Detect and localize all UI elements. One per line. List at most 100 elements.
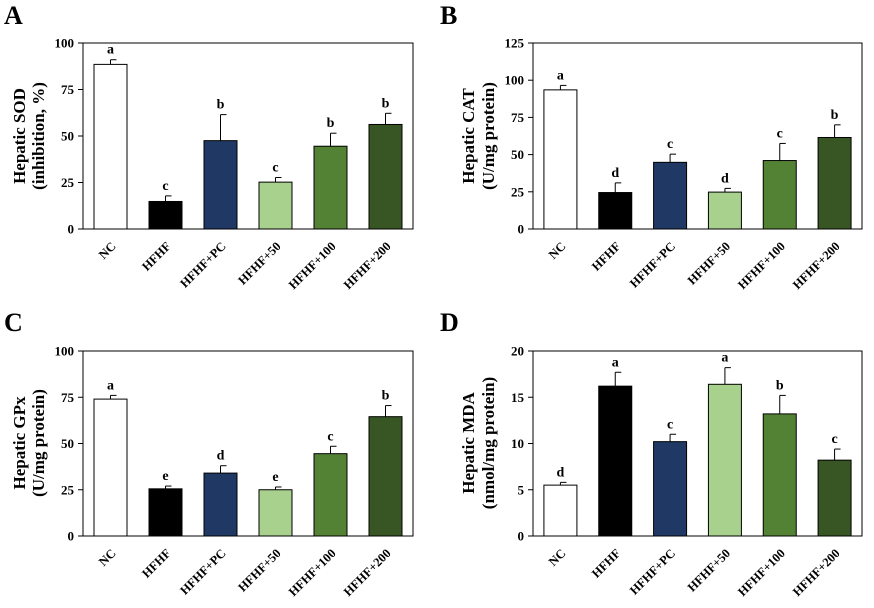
panel-d-plot: 0 5 10 15 20 d NC a HFHF c HFHF+PC a HFHF+50 b HFHF+10…	[511, 344, 863, 599]
panel-c-ytick-label: 75	[61, 390, 75, 405]
panel-d-category-label: HFHF+100	[735, 546, 788, 599]
panel-c-bar	[203, 472, 238, 537]
panel-d-sig-letter: c	[831, 432, 837, 447]
panel-c-category-label: HFHF+50	[235, 546, 283, 594]
panel-c-sig-letter: d	[217, 449, 225, 464]
panel-d-bar	[707, 383, 742, 537]
panel-d-sig-letter: b	[776, 378, 784, 393]
panel-a-category-label: HFHF	[139, 239, 174, 274]
panel-b-ytick-label: 125	[505, 36, 525, 51]
panel-b-bar	[653, 161, 688, 230]
panel-c-sig-letter: a	[107, 378, 114, 393]
panel-b-category-label: HFHF+100	[735, 239, 788, 292]
panel-letter-c: C	[4, 308, 23, 337]
panel-b-category-label: HFHF+50	[685, 239, 733, 287]
panel-d-ytick-label: 20	[511, 344, 524, 359]
panel-d-ytick-label: 0	[518, 529, 525, 544]
panel-c-bar	[258, 489, 293, 537]
panel-a-sig-letter: b	[327, 116, 335, 131]
panel-c-category-label: HFHF+PC	[177, 546, 228, 597]
panel-d-ylabel-line1: Hepatic MDA	[459, 392, 478, 494]
panel-c-category-label: HFHF	[139, 546, 174, 581]
panel-c-sig-letter: e	[162, 469, 168, 484]
panel-d-sig-letter: a	[612, 355, 619, 370]
panel-d-ytick-label: 15	[511, 390, 525, 405]
panel-b-sig-letter: d	[611, 166, 619, 181]
panel-d-category-label: HFHF+200	[790, 546, 843, 599]
panel-a-sig-letter: b	[217, 98, 225, 113]
panel-b-sig-letter: a	[557, 68, 564, 83]
panel-d-sig-letter: d	[557, 465, 565, 480]
panel-a-ylabel-line1: Hepatic SOD	[10, 88, 29, 184]
panel-d-sig-letter: a	[721, 351, 728, 366]
panel-b-ylabel-line1: Hepatic CAT	[459, 88, 478, 184]
panel-c-plot: 0 25 50 75 100 a NC e HFHF d HFHF+PC e HFHF+50 c HFHF+…	[55, 344, 414, 599]
panel-d-bar	[598, 385, 633, 537]
panel-a-ytick-label: 50	[61, 129, 74, 144]
panel-b-bar	[707, 191, 742, 230]
panel-a-ytick-label: 100	[55, 36, 75, 51]
panel-c-sig-letter: e	[272, 470, 278, 485]
panel-d-sig-letter: c	[667, 417, 673, 432]
panel-a-plot: 0 25 50 75 100 a NC c HFHF b HFHF+PC c HFHF+50 b HFHF+…	[55, 36, 414, 292]
panel-d-bar	[543, 484, 578, 537]
panel-c-bar	[313, 453, 348, 537]
panel-a-ytick-label: 0	[68, 222, 75, 237]
panel-b-ytick-label: 50	[511, 147, 524, 162]
panel-b-sig-letter: d	[721, 171, 729, 186]
panel-c-bar	[93, 398, 128, 537]
panel-a-ylabel-line2: (inhibition, %)	[29, 82, 48, 190]
panel-c-bar	[148, 488, 183, 537]
panel-b-bar	[598, 192, 633, 230]
panel-d-category-label: HFHF	[589, 546, 624, 581]
panel-d-bar	[762, 413, 797, 537]
panel-c-ytick-label: 25	[61, 482, 75, 497]
panel-c-category-label: HFHF+100	[286, 546, 339, 599]
panel-d-bar	[817, 459, 852, 537]
panel-d-ylabel-line2: (nmol/mg protein)	[479, 377, 498, 509]
panel-c-category-label: NC	[96, 546, 119, 569]
panel-letter-a: A	[4, 1, 23, 30]
panel-c-bar	[368, 416, 403, 537]
panel-d-bar	[653, 441, 688, 537]
panel-c-ytick-label: 100	[55, 344, 75, 359]
panel-letter-d: D	[440, 308, 459, 337]
panel-c-ylabel-line2: (U/mg protein)	[29, 389, 48, 497]
panel-a-sig-letter: b	[382, 96, 390, 111]
panel-a-bar	[368, 123, 403, 230]
panel-b-plot: 0 25 50 75 100 125 a NC d HFHF c HFHF+PC d HFHF+50 c HF…	[505, 36, 863, 292]
panel-b-sig-letter: c	[667, 137, 673, 152]
panel-a-frame	[82, 42, 414, 230]
panel-a-ytick-label: 75	[61, 82, 75, 97]
panel-b-sig-letter: b	[831, 108, 839, 123]
panel-a-sig-letter: a	[107, 43, 114, 58]
panel-c-sig-letter: b	[382, 389, 390, 404]
panel-a-bar	[93, 63, 128, 230]
panel-c-category-label: HFHF+200	[341, 546, 394, 599]
panel-b-category-label: NC	[546, 239, 569, 262]
panel-b-ylabel-line2: (U/mg protein)	[479, 82, 498, 190]
panel-b-ytick-label: 25	[511, 184, 525, 199]
panel-d-category-label: HFHF+50	[685, 546, 733, 594]
panel-c-ylabel-line1: Hepatic GPx	[10, 396, 29, 490]
panel-c-sig-letter: c	[327, 429, 333, 444]
panel-b-category-label: HFHF+PC	[627, 239, 678, 290]
panel-b-ytick-label: 75	[511, 110, 525, 125]
panel-c-ytick-label: 50	[61, 436, 74, 451]
panel-d-category-label: NC	[546, 546, 569, 569]
panel-b-ytick-label: 0	[518, 222, 525, 237]
panel-b-bar	[762, 160, 797, 230]
panel-b-bar	[543, 89, 578, 230]
panel-d-ytick-label: 10	[511, 436, 524, 451]
panel-b-ytick-label: 100	[505, 73, 525, 88]
panel-a-category-label: HFHF+200	[341, 239, 394, 292]
panel-b-bar	[817, 136, 852, 230]
panel-b: B Hepatic CAT (U/mg protein) 0 25 50 75 100 1…	[440, 1, 863, 292]
panel-a-sig-letter: c	[272, 160, 278, 175]
panel-a-bar	[148, 200, 183, 230]
panel-a-category-label: HFHF+PC	[177, 239, 228, 290]
panel-letter-b: B	[440, 1, 457, 30]
panel-b-sig-letter: c	[777, 126, 783, 141]
panel-c-frame	[82, 350, 414, 537]
